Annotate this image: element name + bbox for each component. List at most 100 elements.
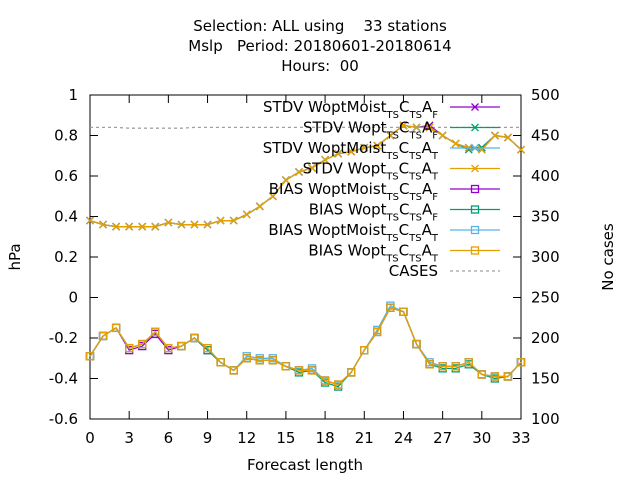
series-bias-woptmoist-tsc-tsa-f — [85, 303, 526, 389]
data-point — [125, 343, 134, 353]
x-tick-label: 12 — [237, 429, 256, 447]
y-tick-label: -0.2 — [49, 329, 78, 347]
x-axis-label: Forecast length — [247, 456, 363, 474]
data-point — [438, 131, 447, 140]
legend-label: CASES — [389, 262, 438, 280]
y-tick-label: 1 — [68, 86, 78, 104]
x-tick-label: 33 — [511, 429, 530, 447]
series-line — [89, 306, 522, 386]
y2-tick-label: 100 — [531, 410, 560, 428]
data-point — [334, 149, 343, 158]
data-point — [412, 339, 421, 349]
legend-label: BIAS WoptMoistTSCTSAF — [269, 180, 438, 203]
y2-tick-label: 300 — [531, 248, 560, 266]
data-point — [373, 327, 382, 337]
data-point — [516, 358, 526, 367]
data-point — [268, 356, 277, 365]
data-point — [451, 362, 460, 371]
data-point — [425, 123, 434, 132]
data-point — [373, 141, 382, 150]
data-point — [517, 145, 525, 154]
data-point — [321, 155, 330, 164]
x-tick-label: 27 — [433, 429, 452, 447]
y2-tick-label: 250 — [531, 289, 560, 307]
x-tick-label: 3 — [124, 429, 134, 447]
legend-marker — [471, 164, 479, 173]
y2-tick-label: 350 — [531, 208, 560, 226]
data-point — [268, 192, 277, 201]
y-tick-label: 0 — [68, 289, 78, 307]
data-point — [399, 307, 408, 316]
x-tick-label: 9 — [203, 429, 213, 447]
data-point — [177, 341, 186, 351]
data-point — [190, 220, 199, 229]
y2-tick-label: 150 — [531, 370, 560, 388]
y-tick-label: 0.8 — [54, 127, 78, 145]
series-bias-wopt-tsc-tsa-t — [85, 303, 526, 389]
data-point — [295, 167, 303, 176]
data-point — [294, 366, 304, 375]
y-tick-label: 0.2 — [54, 248, 78, 266]
x-tick-label: 21 — [355, 429, 374, 447]
y2-axis-label: No cases — [599, 223, 617, 291]
x-tick-label: 30 — [472, 429, 491, 447]
series-stdv-wopt-tsc-tsa-t — [86, 121, 525, 231]
legend-marker — [470, 246, 480, 255]
data-point — [464, 358, 473, 367]
data-point — [347, 147, 356, 156]
data-point — [281, 176, 290, 185]
data-point — [425, 360, 434, 369]
data-point — [503, 133, 512, 142]
x-tick-label: 0 — [85, 429, 95, 447]
data-point — [281, 362, 291, 371]
data-point — [203, 343, 212, 353]
data-point — [412, 123, 421, 132]
data-point — [86, 216, 94, 225]
data-point — [255, 202, 264, 211]
data-point — [360, 143, 369, 152]
series-line — [89, 306, 522, 388]
series-layer — [85, 121, 526, 391]
legend-marker — [470, 184, 480, 194]
y-tick-label: 0.6 — [54, 167, 78, 185]
legend-label: BIAS WoptTSCTSAF — [309, 201, 439, 224]
data-point — [503, 372, 513, 381]
y2-tick-label: 450 — [531, 127, 560, 145]
data-point — [399, 121, 408, 130]
data-point — [138, 222, 147, 231]
legend-label: BIAS WoptTSCTSAT — [308, 242, 439, 265]
legend-marker — [470, 225, 480, 235]
legend-marker — [471, 123, 479, 132]
x-tick-label: 18 — [316, 429, 335, 447]
data-point — [347, 368, 356, 377]
data-point — [320, 376, 330, 385]
data-point — [112, 222, 121, 231]
data-point — [98, 331, 108, 341]
legend-marker — [471, 103, 479, 111]
y-tick-label: -0.6 — [49, 410, 78, 428]
data-point — [138, 339, 147, 349]
data-point — [164, 343, 173, 353]
data-point — [490, 372, 500, 381]
chart-title-line-1: Selection: ALL using 33 stations — [193, 17, 447, 35]
data-point — [451, 139, 460, 148]
y2-tick-label: 500 — [531, 86, 560, 104]
x-tick-label: 24 — [394, 429, 413, 447]
chart-title-line-2: Mslp Period: 20180601-20180614 — [188, 37, 452, 55]
legend-label: STDV WoptMoistTSCTSAT — [263, 139, 439, 162]
legend-marker — [470, 205, 480, 214]
legend-label: STDV WoptTSCTSAF — [303, 119, 438, 142]
legend-label: STDV WoptMoistTSCTSAF — [263, 98, 438, 121]
data-point — [216, 216, 225, 225]
data-point — [438, 362, 447, 371]
data-point — [177, 220, 186, 229]
legend-label: BIAS WoptMoistTSCTSAT — [268, 221, 438, 244]
data-point — [307, 366, 317, 375]
data-point — [334, 380, 343, 389]
data-point — [242, 210, 251, 219]
data-point — [477, 145, 486, 154]
data-point — [229, 216, 238, 225]
data-point — [111, 323, 121, 333]
series-line — [89, 306, 522, 386]
